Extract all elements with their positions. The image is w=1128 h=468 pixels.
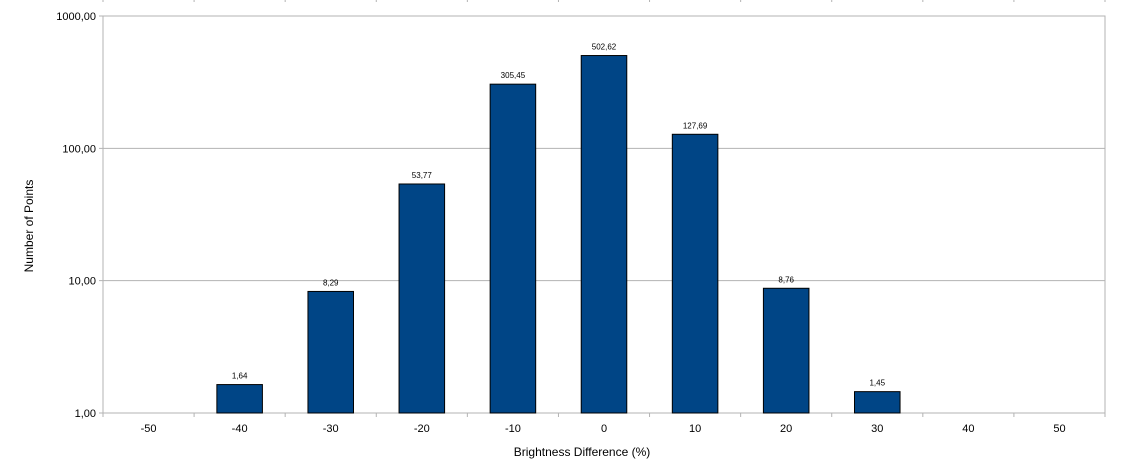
x-tick-label: -20: [414, 423, 430, 435]
value-labels: 1,64 8,29 53,77 305,45 502,62 127,69 8,76 1,45: [232, 43, 886, 388]
x-tick-label: 30: [871, 423, 883, 435]
y-axis-ticks: 1,00 10,00 100,00 1000,00: [56, 11, 96, 420]
y-tick-label: 1000,00: [56, 11, 96, 23]
x-tick-label: 10: [689, 423, 701, 435]
bar-value-label: 502,62: [592, 43, 617, 52]
bar-value-label: 8,29: [323, 278, 339, 287]
bar-layer: [216, 55, 901, 414]
x-tick-label: 0: [601, 423, 607, 435]
bar-value-label: 305,45: [501, 71, 526, 80]
x-axis-title: Brightness Difference (%): [514, 445, 651, 459]
x-tick-label: 40: [962, 423, 974, 435]
x-tick-label: -30: [323, 423, 339, 435]
x-tick-label: -10: [505, 423, 521, 435]
y-axis-title: Number of Points: [22, 180, 36, 273]
bar: [580, 55, 628, 414]
bar-value-label: 127,69: [683, 121, 708, 130]
bar: [216, 384, 263, 414]
x-tick-label: 20: [780, 423, 792, 435]
bar: [398, 183, 446, 414]
bar: [489, 83, 537, 414]
y-tick-label: 1,00: [75, 408, 96, 420]
bar: [307, 290, 355, 414]
x-tick-label: 50: [1053, 423, 1065, 435]
bar: [762, 287, 810, 414]
bar-value-label: 1,64: [232, 372, 248, 381]
bar-value-label: 8,76: [778, 275, 794, 284]
y-tick-label: 100,00: [62, 143, 96, 155]
bar: [854, 391, 901, 414]
bar-value-label: 53,77: [412, 171, 433, 180]
bar: [671, 133, 719, 414]
x-axis-ticks: -50 -40 -30 -20 -10 0 10 20 30 40 50: [141, 423, 1066, 435]
bar-value-label: 1,45: [869, 379, 885, 388]
x-tick-label: -40: [232, 423, 248, 435]
y-tick-label: 10,00: [68, 276, 96, 288]
x-tick-label: -50: [141, 423, 157, 435]
